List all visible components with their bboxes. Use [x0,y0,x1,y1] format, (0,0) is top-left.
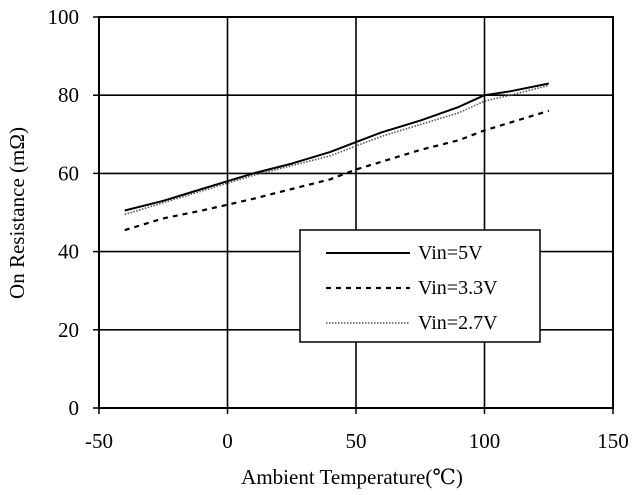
grid [98,16,614,409]
x-tick-label: 50 [346,429,367,453]
legend-label: Vin=2.7V [418,312,498,334]
y-tick-label: 80 [58,83,79,107]
x-tick-label: 100 [469,429,501,453]
legend-box [299,229,541,343]
y-tick-label: 40 [58,240,79,264]
x-axis-title: Ambient Temperature(℃) [241,465,463,489]
legend-label: Vin=5V [418,242,483,264]
legend-label: Vin=3.3V [418,277,498,299]
y-tick-label: 0 [69,396,80,420]
series-layer [124,82,550,232]
legend: Vin=5V Vin=3.3V Vin=2.7V [299,229,541,343]
x-tick-label: 150 [597,429,629,453]
x-tick-label: 0 [222,429,233,453]
series-line-2 [124,84,549,216]
series-line-1 [124,109,550,232]
series-line-0 [124,82,549,212]
y-tick-label: 60 [58,161,79,185]
x-tick-label: -50 [85,429,113,453]
y-tick-label: 100 [48,5,80,29]
y-axis-title: On Resistance (mΩ) [5,127,29,299]
y-tick-label: 20 [58,318,79,342]
